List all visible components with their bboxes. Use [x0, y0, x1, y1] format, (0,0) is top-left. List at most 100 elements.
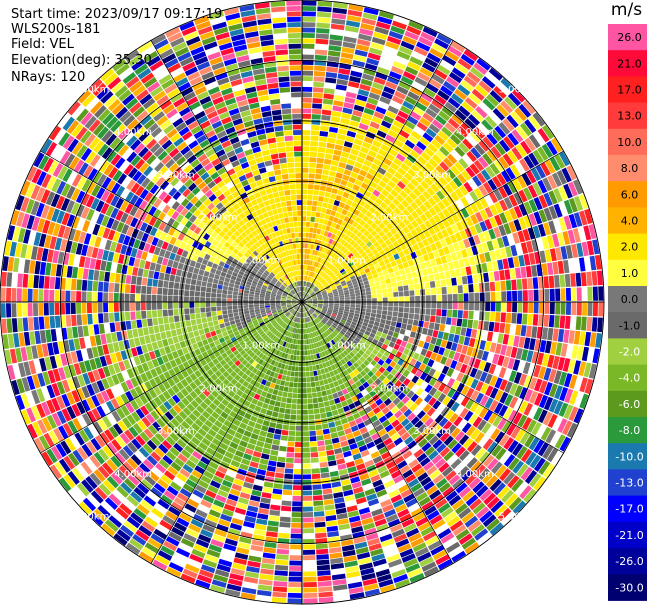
ppi-gate [496, 82, 511, 96]
ppi-gate [443, 511, 457, 523]
ppi-gate [392, 311, 398, 317]
ppi-gate [296, 350, 300, 356]
ppi-gate [334, 300, 340, 302]
ppi-gate [251, 539, 265, 547]
ppi-gate [363, 237, 370, 244]
ppi-gate [293, 349, 297, 356]
ppi-gate [265, 470, 275, 478]
ppi-gate [566, 165, 577, 181]
ppi-gate [544, 159, 556, 174]
ppi-gate [282, 424, 290, 431]
ppi-gate [500, 312, 507, 323]
ppi-gate [353, 269, 359, 275]
ppi-gate [380, 201, 388, 210]
ppi-gate [318, 451, 327, 457]
ppi-gate [318, 196, 324, 202]
ppi-gate [410, 178, 420, 188]
ppi-gate [380, 332, 388, 339]
ppi-gate [409, 296, 415, 302]
ppi-gate [497, 507, 512, 522]
ppi-gate [298, 372, 302, 377]
ppi-gate [560, 302, 566, 315]
ppi-gate [476, 485, 489, 498]
ppi-gate [324, 384, 331, 390]
ppi-gate [384, 410, 394, 419]
ppi-gate [458, 434, 470, 446]
ppi-gate [284, 413, 291, 420]
ppi-gate [348, 586, 364, 595]
ppi-gate [390, 385, 398, 393]
ppi-gate [375, 21, 391, 30]
ppi-gate [496, 237, 505, 249]
ppi-gate [526, 170, 537, 184]
ppi-gate [303, 307, 306, 312]
ppi-gate [409, 572, 425, 583]
ppi-gate [350, 296, 356, 300]
ppi-gate [494, 201, 504, 214]
ppi-gate [323, 499, 334, 506]
ppi-gate [363, 436, 373, 445]
ppi-gate [243, 521, 255, 529]
ppi-gate [393, 296, 399, 302]
ppi-gate [323, 283, 329, 288]
ppi-gate [363, 254, 370, 261]
ppi-gate [311, 114, 321, 120]
ppi-gate [508, 457, 520, 471]
ppi-gate [357, 89, 370, 97]
ppi-gate [302, 140, 310, 146]
ppi-gate [368, 543, 382, 552]
ppi-gate [302, 495, 313, 501]
ppi-gate [319, 456, 328, 463]
ppi-gate [423, 461, 434, 472]
ppi-gate [360, 78, 373, 87]
ppi-gate [144, 335, 151, 344]
ppi-gate [387, 306, 393, 312]
ppi-gate [488, 191, 499, 204]
ppi-gate [326, 411, 333, 418]
ppi-gate [428, 322, 435, 330]
ppi-gate [432, 361, 440, 370]
ppi-gate [444, 236, 453, 246]
ppi-gate [488, 363, 497, 375]
ppi-gate [351, 348, 358, 355]
ppi-gate [302, 0, 317, 6]
ppi-gate [370, 144, 380, 153]
ppi-gate [314, 288, 319, 293]
ppi-gate [340, 245, 346, 252]
ppi-gate [464, 97, 478, 109]
ppi-gate [436, 302, 442, 309]
ppi-gate [410, 393, 419, 403]
ppi-gate [315, 289, 320, 294]
ppi-gate [385, 134, 396, 143]
ppi-gate [302, 65, 314, 71]
ppi-gate [537, 146, 549, 161]
ppi-gate [330, 387, 337, 394]
ppi-gate [188, 331, 195, 339]
ppi-gate [421, 166, 431, 176]
ppi-gate [344, 294, 350, 298]
ppi-gate [396, 85, 409, 95]
ppi-gate [329, 382, 335, 389]
ppi-gate [421, 501, 434, 512]
ppi-gate [409, 331, 417, 339]
ppi-gate [362, 381, 370, 389]
ppi-gate [206, 311, 212, 318]
ppi-gate [414, 289, 420, 296]
ppi-gate [305, 305, 310, 310]
ppi-gate [406, 527, 420, 538]
ppi-gate [308, 282, 312, 288]
ppi-gate [523, 375, 533, 388]
ppi-gate [358, 199, 366, 207]
ppi-gate [352, 166, 361, 174]
ppi-gate [308, 265, 312, 271]
ppi-gate [524, 434, 535, 448]
ppi-gate [360, 261, 367, 267]
ppi-gate [380, 394, 389, 402]
ppi-gate [549, 156, 561, 172]
ppi-gate [342, 107, 353, 115]
ppi-gate [309, 277, 313, 283]
ppi-gate [355, 292, 361, 297]
ppi-gate [318, 374, 323, 381]
ppi-gate [302, 205, 307, 211]
ppi-gate [523, 253, 531, 266]
